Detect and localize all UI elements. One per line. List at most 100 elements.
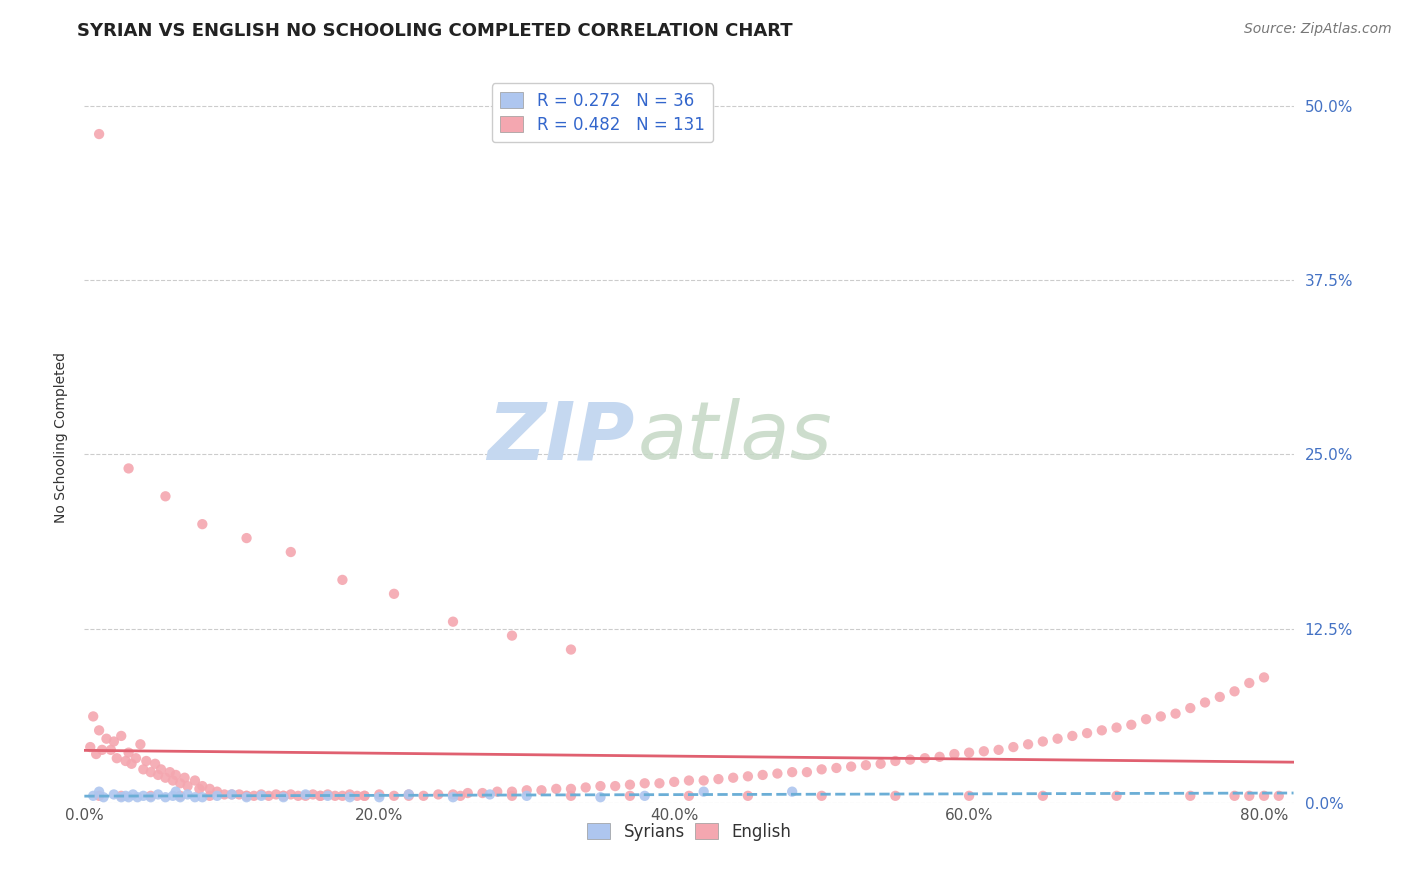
Point: [441, 615, 464, 629]
Point: [957, 746, 980, 760]
Point: [478, 788, 501, 802]
Point: [82, 709, 104, 723]
Point: [264, 788, 287, 802]
Point: [294, 789, 316, 803]
Point: [1194, 696, 1216, 710]
Point: [839, 759, 862, 773]
Point: [79, 740, 101, 755]
Point: [235, 531, 257, 545]
Point: [382, 789, 405, 803]
Point: [1032, 789, 1054, 803]
Point: [501, 789, 523, 803]
Point: [139, 790, 162, 805]
Point: [103, 734, 125, 748]
Point: [457, 786, 479, 800]
Point: [382, 587, 405, 601]
Point: [957, 789, 980, 803]
Point: [125, 751, 148, 765]
Point: [228, 788, 250, 802]
Point: [110, 790, 132, 805]
Point: [987, 743, 1010, 757]
Point: [155, 489, 177, 503]
Point: [87, 723, 110, 738]
Point: [1002, 740, 1025, 755]
Point: [146, 768, 169, 782]
Point: [221, 788, 243, 802]
Point: [1239, 789, 1261, 803]
Point: [471, 786, 494, 800]
Point: [173, 771, 195, 785]
Point: [353, 789, 375, 803]
Point: [810, 789, 832, 803]
Point: [619, 778, 641, 792]
Point: [737, 769, 759, 783]
Point: [146, 788, 169, 802]
Point: [546, 781, 568, 796]
Point: [87, 785, 110, 799]
Legend: Syrians, English: Syrians, English: [578, 814, 800, 849]
Point: [143, 756, 166, 771]
Point: [316, 789, 339, 803]
Point: [302, 788, 325, 802]
Point: [884, 789, 907, 803]
Point: [1239, 676, 1261, 690]
Point: [100, 743, 122, 757]
Point: [1032, 734, 1054, 748]
Point: [796, 765, 818, 780]
Point: [1046, 731, 1069, 746]
Point: [1164, 706, 1187, 721]
Point: [1150, 709, 1173, 723]
Point: [205, 789, 228, 803]
Point: [884, 754, 907, 768]
Point: [530, 783, 553, 797]
Point: [1223, 789, 1246, 803]
Point: [103, 788, 125, 802]
Point: [449, 789, 471, 803]
Point: [678, 789, 700, 803]
Point: [560, 789, 582, 803]
Point: [184, 773, 207, 788]
Point: [398, 789, 420, 803]
Point: [155, 790, 177, 805]
Point: [169, 789, 191, 803]
Point: [273, 789, 295, 803]
Text: Source: ZipAtlas.com: Source: ZipAtlas.com: [1244, 22, 1392, 37]
Point: [368, 790, 391, 805]
Point: [339, 790, 361, 805]
Point: [634, 776, 657, 790]
Point: [287, 789, 309, 803]
Point: [664, 775, 686, 789]
Point: [560, 781, 582, 796]
Point: [1062, 729, 1084, 743]
Y-axis label: No Schooling Completed: No Schooling Completed: [55, 351, 69, 523]
Point: [132, 763, 155, 777]
Point: [1209, 690, 1232, 704]
Point: [589, 779, 612, 793]
Point: [165, 785, 187, 799]
Point: [928, 749, 950, 764]
Point: [589, 790, 612, 805]
Point: [117, 461, 139, 475]
Point: [332, 573, 354, 587]
Point: [634, 789, 657, 803]
Point: [721, 771, 744, 785]
Point: [869, 756, 891, 771]
Point: [575, 780, 598, 795]
Point: [132, 789, 155, 803]
Point: [139, 789, 162, 803]
Point: [198, 789, 221, 803]
Point: [91, 743, 114, 757]
Point: [501, 785, 523, 799]
Point: [441, 788, 464, 802]
Point: [191, 779, 214, 793]
Point: [176, 779, 198, 793]
Point: [751, 768, 773, 782]
Point: [692, 785, 714, 799]
Point: [96, 731, 118, 746]
Point: [1180, 789, 1202, 803]
Point: [427, 788, 450, 802]
Point: [87, 789, 110, 803]
Point: [737, 789, 759, 803]
Point: [780, 765, 803, 780]
Point: [353, 789, 375, 803]
